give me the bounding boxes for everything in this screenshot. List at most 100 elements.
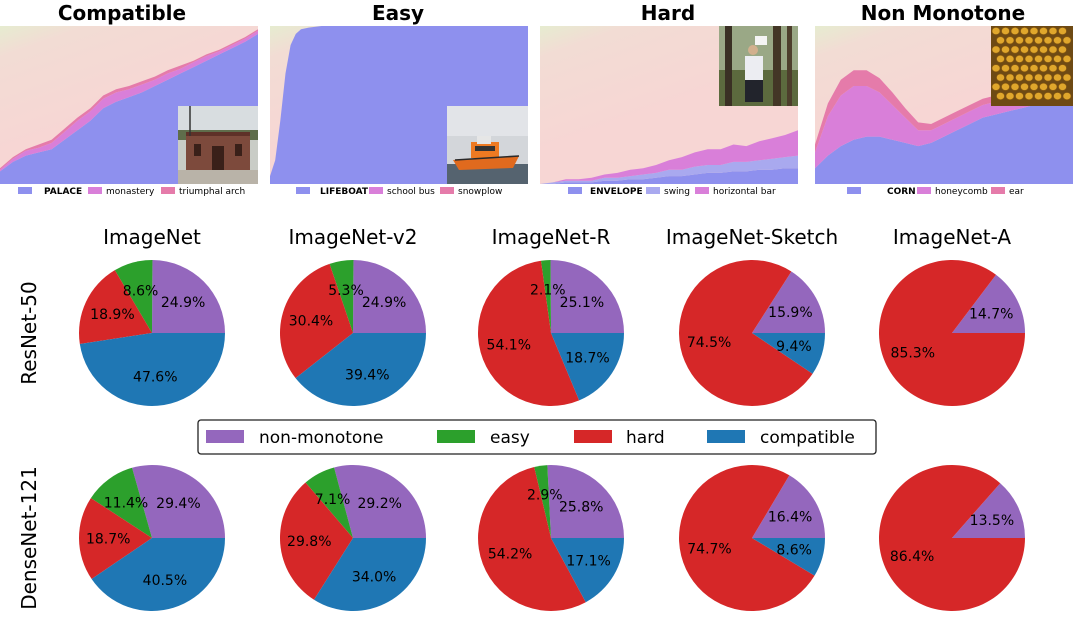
column-title: ImageNet [103, 225, 201, 249]
corn-kernel [1034, 55, 1043, 63]
panel-legend: CORN honeycomb ear [847, 187, 1024, 197]
pie-7: 29.2% 7.1% 29.8% 34.0% [279, 464, 426, 611]
pie-label: 18.7% [565, 350, 609, 366]
legend-swatch [161, 187, 175, 194]
pie-label: 5.3% [328, 283, 364, 299]
legend-label: school bus [387, 187, 435, 197]
corn-kernel [996, 55, 1005, 63]
pie-wedge-non-monotone [132, 464, 225, 538]
pie-wedge-compatible [752, 333, 825, 374]
pie-label: 47.6% [133, 370, 177, 386]
pie-wedge-non-monotone [550, 259, 624, 333]
legend-swatch [568, 187, 582, 194]
pie-wedge-easy [305, 467, 353, 538]
legend-swatch [646, 187, 660, 194]
corn-kernel [1058, 45, 1067, 54]
pie-label: 85.3% [891, 346, 935, 362]
panel-hard: Hard ENVELOPE swing horizontal ba [540, 1, 798, 197]
corn-kernel [1034, 92, 1043, 100]
corn-kernel [1043, 92, 1053, 100]
corn-kernel [1053, 36, 1062, 45]
corn-kernel [1024, 92, 1034, 100]
corn-kernel [1043, 36, 1053, 45]
pie-9: 16.4% 74.7% 8.6% [679, 464, 825, 611]
legend-label-non-monotone: non-monotone [259, 428, 384, 448]
main-legend: non-monotone easy hard compatible [197, 419, 877, 455]
corn-kernel [991, 82, 1001, 91]
pie-wedge-compatible [91, 538, 226, 612]
legend-label-compatible: compatible [760, 428, 855, 448]
corn-kernel [1048, 82, 1058, 91]
corn-kernel [1001, 64, 1010, 73]
pie-label: 30.4% [289, 314, 333, 330]
legend-swatch [847, 187, 861, 194]
legend-label: swing [664, 187, 690, 197]
corn-kernel [1039, 27, 1048, 35]
legend-label-hard: hard [626, 428, 665, 448]
photo-corn [991, 26, 1073, 106]
pie-wedge-hard [279, 482, 353, 600]
column-title: ImageNet-v2 [289, 225, 418, 249]
corn-kernel [996, 92, 1005, 100]
corn-kernel [1010, 45, 1020, 54]
corn-kernel [1029, 64, 1039, 73]
legend-label: horizontal bar [713, 187, 776, 197]
corn-kernel [1015, 55, 1024, 63]
corn-kernel [1048, 27, 1058, 35]
corn-kernel [1062, 55, 1072, 63]
pie-label: 8.6% [123, 284, 159, 300]
legend-label: honeycomb [935, 187, 988, 197]
pie-wedge-hard [679, 259, 813, 406]
legend-swatch [296, 187, 310, 194]
pie-8: 25.8%2.9% 54.2% 17.1% [478, 464, 625, 611]
corn-kernel [1053, 92, 1062, 100]
pie-wedge-easy [114, 259, 153, 333]
pie-wedge-non-monotone [752, 475, 825, 538]
column-titles: ImageNet ImageNet-v2 ImageNet-R ImageNet… [103, 225, 1011, 249]
row-label-resnet: ResNet-50 [17, 281, 41, 385]
corn-kernel [1053, 73, 1062, 82]
pie-2: 24.9%5.3% 30.4% 39.4% [280, 259, 426, 406]
corn-kernel [1062, 36, 1072, 45]
corn-kernel [1020, 45, 1029, 54]
pie-wedge-non-monotone [752, 271, 825, 333]
corn-kernel [1020, 82, 1029, 91]
pie-label: 29.2% [357, 496, 401, 512]
pie-wedge-easy [540, 260, 551, 333]
corn-kernel [1034, 73, 1043, 82]
panel-legend: ENVELOPE swing horizontal bar [568, 187, 776, 197]
area-series-2 [540, 130, 798, 184]
pie-wedge-non-monotone [353, 260, 426, 333]
pie-4: 15.9% 74.5% 9.4% [679, 259, 825, 406]
corn-kernel [1048, 45, 1058, 54]
corn-kernel [1005, 73, 1015, 82]
pie-label: 74.7% [687, 542, 731, 558]
legend-label: ENVELOPE [590, 187, 643, 197]
corn-kernel [1048, 64, 1058, 73]
top-panels: Compatible PALACE monastery [0, 1, 1073, 197]
pie-wedge-compatible [752, 538, 825, 576]
pie-label: 29.8% [287, 534, 331, 550]
corn-kernel [1001, 27, 1010, 35]
pie-label: 24.9% [161, 295, 205, 311]
corn-kernel [1005, 92, 1015, 100]
pie-label: 86.4% [890, 549, 934, 565]
pie-label: 17.1% [566, 553, 610, 569]
corn-kernel [1043, 73, 1053, 82]
legend-swatch [18, 187, 32, 194]
pie-label: 11.4% [104, 496, 148, 512]
legend-swatch [991, 187, 1005, 194]
pie-label: 8.6% [776, 543, 812, 559]
pie-label: 7.1% [315, 492, 351, 508]
corn-kernel [1015, 92, 1024, 100]
pie-6: 29.4% 11.4% 18.7% 40.5% [78, 464, 226, 612]
corn-kernel [1034, 36, 1043, 45]
pie-label: 39.4% [345, 367, 389, 383]
column-title: ImageNet-R [492, 225, 611, 249]
pie-wedge-hard [879, 464, 1025, 611]
panel-title-non-monotone: Non Monotone [861, 1, 1025, 25]
legend-frame [197, 419, 877, 455]
pie-label: 18.9% [90, 307, 134, 323]
corn-kernel [1062, 73, 1072, 82]
